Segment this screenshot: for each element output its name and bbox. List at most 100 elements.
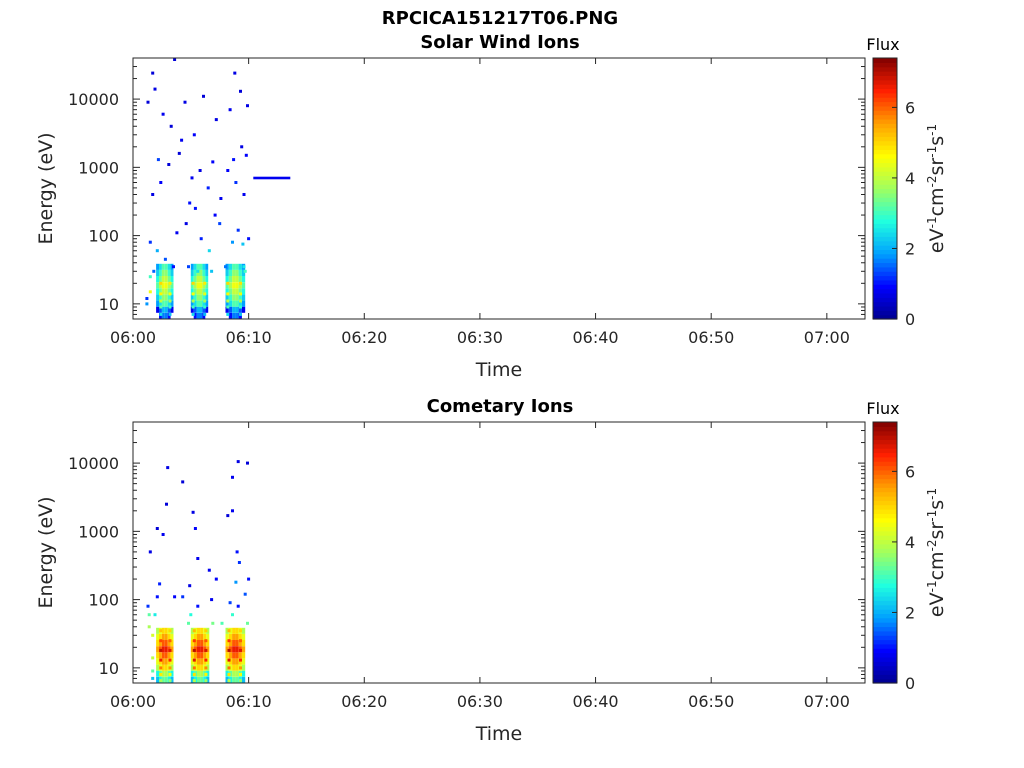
data-cell <box>189 613 193 617</box>
data-cell <box>168 312 172 316</box>
colorbar-segment <box>873 669 897 675</box>
burst-cell <box>159 276 162 283</box>
burst-cell <box>238 276 242 283</box>
burst-cell <box>202 263 206 270</box>
burst-cell <box>228 282 233 289</box>
data-cell <box>231 240 234 244</box>
data-cell <box>233 71 237 75</box>
burst-cell <box>232 646 236 653</box>
y-tick-label: 1000 <box>78 522 119 541</box>
data-cell <box>159 639 163 643</box>
colorbar-segment <box>873 84 897 90</box>
data-cell <box>228 601 232 605</box>
burst-cell <box>161 633 165 640</box>
data-cell <box>181 595 185 599</box>
data-cell <box>151 656 155 660</box>
data-cell <box>204 666 208 670</box>
data-cell <box>210 269 214 273</box>
burst-cell <box>164 269 168 276</box>
burst-cell <box>232 676 236 683</box>
burst-cell <box>161 627 165 634</box>
burst-cell <box>205 288 209 295</box>
burst-cell <box>235 294 239 301</box>
colorbar-segment <box>873 214 897 220</box>
colorbar-tick-label: 4 <box>905 533 915 552</box>
burst-cell <box>196 312 200 319</box>
data-cell <box>168 648 172 652</box>
colorbar-segment <box>873 617 897 623</box>
colorbar-segment <box>873 305 897 311</box>
colorbar-segment <box>873 582 897 588</box>
colorbar-segment <box>873 279 897 285</box>
burst-cell <box>202 306 206 313</box>
data-cell <box>239 679 242 683</box>
data-cell <box>173 58 177 61</box>
colorbar-segment <box>873 162 897 168</box>
data-cell <box>175 231 179 235</box>
colorbar-segment <box>873 245 897 250</box>
data-cell <box>198 169 202 172</box>
burst-cell <box>164 282 168 289</box>
data-cell <box>227 673 231 676</box>
colorbar-segment <box>873 500 897 506</box>
data-cell <box>172 265 175 269</box>
x-tick-label: 06:00 <box>110 328 156 347</box>
data-cell <box>237 561 241 564</box>
x-tick-label: 06:10 <box>226 328 272 347</box>
data-cell <box>213 213 217 217</box>
colorbar-segment <box>873 92 897 98</box>
data-cell <box>246 461 249 465</box>
burst-cell <box>161 646 165 653</box>
burst-cell <box>206 627 210 634</box>
burst-cell <box>197 670 201 677</box>
burst-cell <box>159 652 162 659</box>
burst-cell <box>164 646 168 653</box>
burst-cell <box>196 294 200 301</box>
data-cell <box>239 292 242 296</box>
burst-cell <box>241 276 246 283</box>
data-cell <box>207 249 211 253</box>
burst-cell <box>161 312 165 319</box>
colorbar-segment <box>873 622 897 628</box>
burst-cell <box>167 294 171 301</box>
colorbar-segment <box>873 482 897 488</box>
burst-cell <box>164 664 168 671</box>
data-cell <box>247 577 251 581</box>
burst-cell <box>225 670 229 677</box>
burst-cell <box>225 288 229 295</box>
burst-cell <box>197 633 201 640</box>
burst-cell <box>156 664 159 671</box>
data-cell <box>227 639 231 643</box>
burst-cell <box>170 282 174 289</box>
data-cell <box>204 648 208 652</box>
burst-cell <box>241 269 246 276</box>
x-tick-label: 06:40 <box>573 328 619 347</box>
colorbar-segment <box>873 495 897 501</box>
colorbar-segment <box>873 310 897 316</box>
burst-cell <box>190 627 194 634</box>
burst-cell <box>205 306 209 313</box>
colorbar-segment <box>873 565 897 571</box>
colorbar-segment <box>873 58 897 63</box>
burst-cell <box>199 282 203 289</box>
colorbar-segment <box>873 275 897 281</box>
burst-cell <box>197 658 201 665</box>
data-cell <box>242 265 246 269</box>
burst-cell <box>225 269 229 276</box>
x-axis-label: Time <box>475 359 523 381</box>
data-cell <box>192 648 196 652</box>
data-cell <box>214 577 218 581</box>
burst-cell <box>167 640 171 647</box>
burst-cell <box>206 633 210 640</box>
burst-cell <box>238 652 242 659</box>
axes-frame <box>132 421 866 684</box>
colorbar-segment <box>873 171 897 177</box>
burst-cell <box>225 276 229 283</box>
burst-cell <box>206 676 210 683</box>
data-cell <box>193 206 197 210</box>
colorbar-segment <box>873 439 897 445</box>
data-cell <box>145 297 149 300</box>
colorbar-segment <box>873 197 897 203</box>
colorbar-segment <box>873 192 897 198</box>
burst-cell <box>159 269 162 276</box>
